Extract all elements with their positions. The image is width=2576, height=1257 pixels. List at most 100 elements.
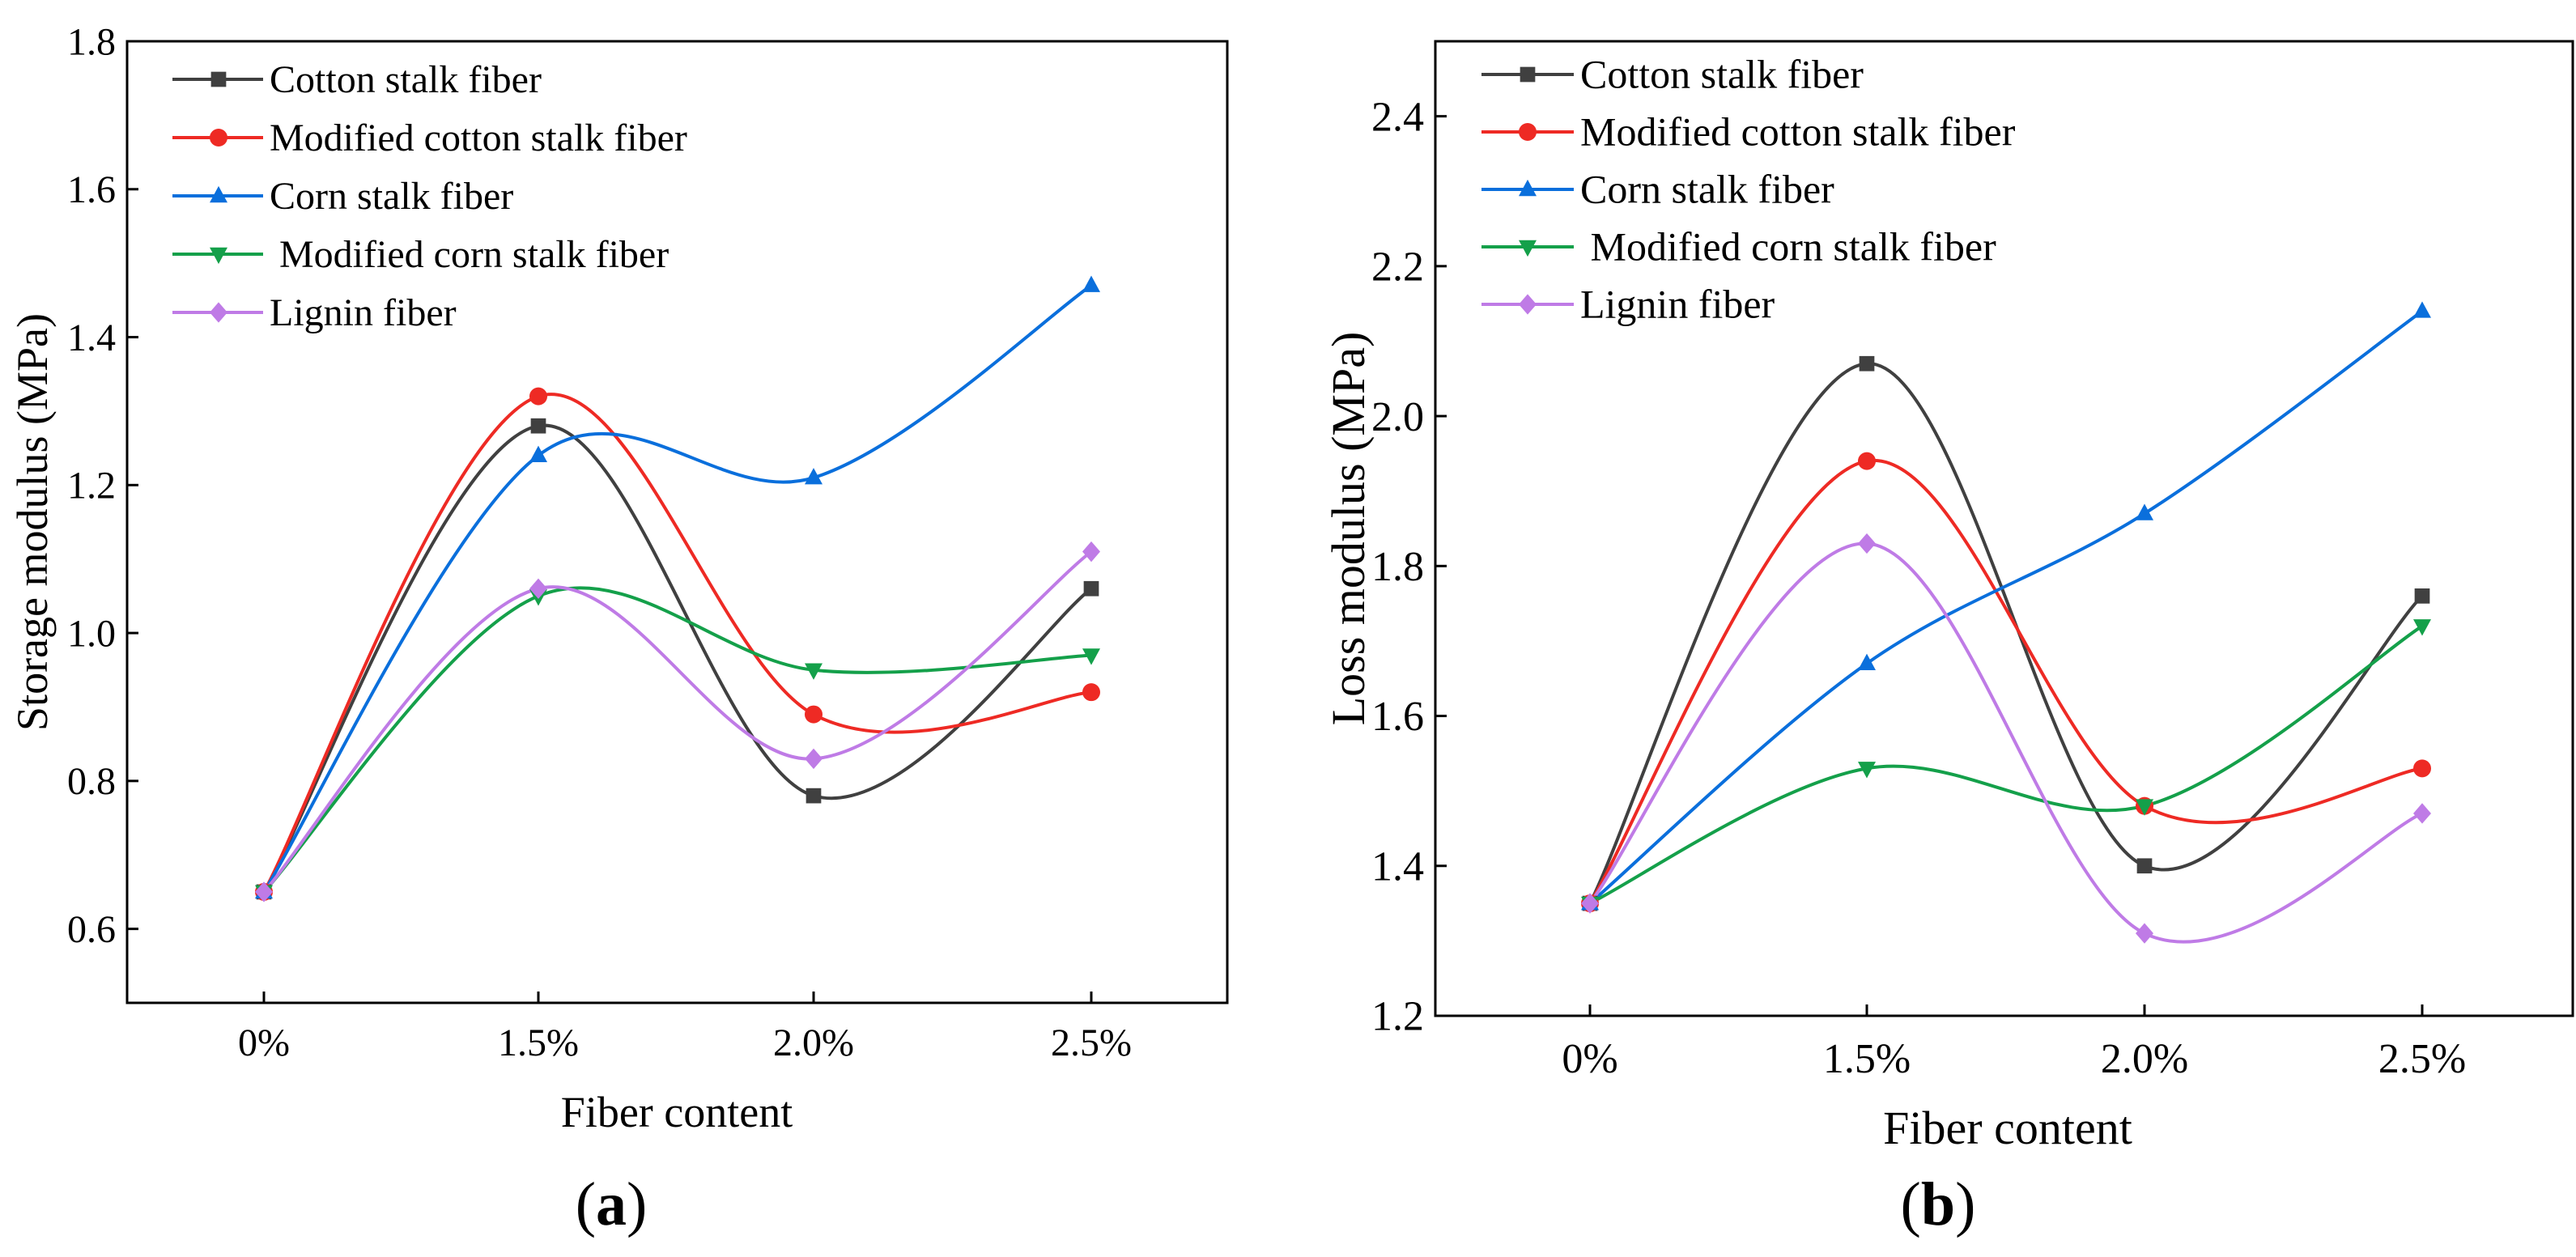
y-tick-label: 1.0 (67, 612, 116, 655)
data-point (1083, 580, 1099, 597)
y-tick-label: 0.8 (67, 760, 116, 803)
data-point (2413, 301, 2431, 318)
legend-label: Corn stalk fiber (270, 175, 513, 218)
x-tick-label: 1.5% (498, 1021, 579, 1064)
y-axis-label-a: Storage modulus (MPa) (8, 313, 57, 731)
x-tick-label: 2.5% (1051, 1021, 1132, 1064)
legend-marker (1519, 123, 1537, 141)
x-axis-label-a: Fiber content (561, 1088, 793, 1136)
legend-marker (210, 71, 227, 87)
series-line (1588, 309, 2424, 905)
plot-frame-b (1434, 40, 2574, 1017)
y-tick-label: 1.4 (1371, 843, 1424, 890)
y-tick-label: 1.8 (67, 20, 116, 63)
data-point (806, 788, 822, 804)
series-line (1588, 459, 2423, 905)
data-point (1082, 683, 1100, 702)
legend-marker (210, 247, 227, 265)
chart-panel-b: 1.2 1.4 1.6 1.8 2.0 2.2 2.4 0% 1.5% 2.0% 2.5% Cott… (1322, 40, 2574, 1238)
legend-marker (210, 302, 227, 323)
data-point (805, 468, 823, 485)
chart-panel-a: 0.6 0.8 1.0 1.2 1.4 1.6 1.8 0% 1.5% 2.0% 2.5% Cott… (8, 20, 1229, 1238)
data-point (2136, 923, 2153, 944)
legend-marker (210, 185, 227, 203)
y-tick-label: 0.6 (67, 908, 116, 951)
legend-marker (1519, 240, 1537, 257)
panel-caption-close: ) (627, 1170, 647, 1238)
panel-caption-open: ( (1901, 1170, 1921, 1238)
series-markers-b (1581, 301, 2431, 944)
y-tick-label: 1.6 (1371, 694, 1424, 740)
x-axis-label-b: Fiber content (1883, 1102, 2132, 1154)
data-point (529, 387, 547, 406)
legend-a: Cotton stalk fiber Modified cotton stalk … (172, 58, 687, 334)
data-point (530, 418, 546, 434)
data-point (805, 748, 823, 770)
data-point (2136, 858, 2153, 874)
series-line (262, 423, 1093, 893)
data-point (529, 578, 547, 599)
y-tick-label: 2.0 (1371, 394, 1424, 440)
panel-caption-a: (a) (576, 1170, 648, 1238)
series-line (1589, 624, 2424, 905)
legend-label: Modified cotton stalk fiber (1580, 109, 2016, 155)
panel-caption-b: (b) (1901, 1170, 1976, 1238)
data-point (2413, 803, 2431, 824)
legend-marker (1519, 179, 1537, 197)
panel-caption-letter: b (1921, 1170, 1955, 1238)
x-tick-label: 1.5% (1823, 1036, 1911, 1082)
data-point (805, 663, 823, 680)
series-markers-a (255, 275, 1100, 902)
data-point (2413, 619, 2431, 636)
y-tick-label: 1.4 (67, 316, 116, 359)
series-line (262, 283, 1093, 893)
y-tick-label: 1.2 (1371, 994, 1424, 1040)
data-point (1858, 762, 1876, 779)
data-point (1082, 648, 1100, 665)
series-line (262, 586, 1092, 894)
x-tick-label: 0% (1562, 1036, 1617, 1082)
y-tick-label: 1.2 (67, 465, 116, 507)
data-point (2413, 759, 2431, 778)
axis-ticks-b: 1.2 1.4 1.6 1.8 2.0 2.2 2.4 0% 1.5% 2.0% 2.5% (1371, 94, 2466, 1082)
series-line (1588, 362, 2424, 904)
plot-frame-a (125, 40, 1229, 1004)
legend-label: Lignin fiber (270, 291, 457, 334)
series-lines-a (262, 283, 1093, 894)
data-point (1581, 893, 1599, 914)
legend-marker (210, 129, 227, 147)
legend-label: Modified corn stalk fiber (1580, 224, 1996, 270)
y-tick-label: 2.2 (1371, 244, 1424, 291)
x-tick-label: 0% (238, 1021, 290, 1064)
x-tick-label: 2.5% (2378, 1036, 2466, 1082)
panel-caption-open: ( (576, 1170, 596, 1238)
legend-marker (1519, 294, 1537, 315)
series-lines-b (1588, 309, 2424, 944)
data-point (2136, 503, 2153, 520)
data-point (1859, 355, 1875, 372)
panel-caption-close: ) (1955, 1170, 1975, 1238)
legend-b: Cotton stalk fiber Modified cotton stalk … (1481, 52, 2016, 327)
x-tick-label: 2.0% (2101, 1036, 2188, 1082)
data-point (529, 445, 547, 463)
data-point (2136, 799, 2153, 816)
series-line (262, 393, 1092, 893)
legend-label: Corn stalk fiber (1580, 167, 1834, 212)
data-point (1858, 533, 1876, 554)
series-line (262, 550, 1093, 894)
y-tick-label: 2.4 (1371, 94, 1424, 140)
y-tick-label: 1.8 (1371, 544, 1424, 590)
legend-label: Cotton stalk fiber (270, 58, 542, 101)
y-tick-label: 1.6 (67, 168, 116, 211)
series-line (1588, 541, 2423, 944)
x-tick-label: 2.0% (773, 1021, 854, 1064)
legend-label: Modified cotton stalk fiber (270, 117, 687, 159)
data-point (1082, 275, 1100, 292)
data-point (1082, 541, 1100, 563)
axis-ticks-a: 0.6 0.8 1.0 1.2 1.4 1.6 1.8 0% 1.5% 2.0% 2.5% (67, 20, 1132, 1064)
legend-marker (1520, 66, 1536, 83)
y-axis-label-b: Loss modulus (MPa) (1322, 332, 1375, 726)
data-point (255, 881, 273, 902)
data-point (2414, 588, 2430, 604)
